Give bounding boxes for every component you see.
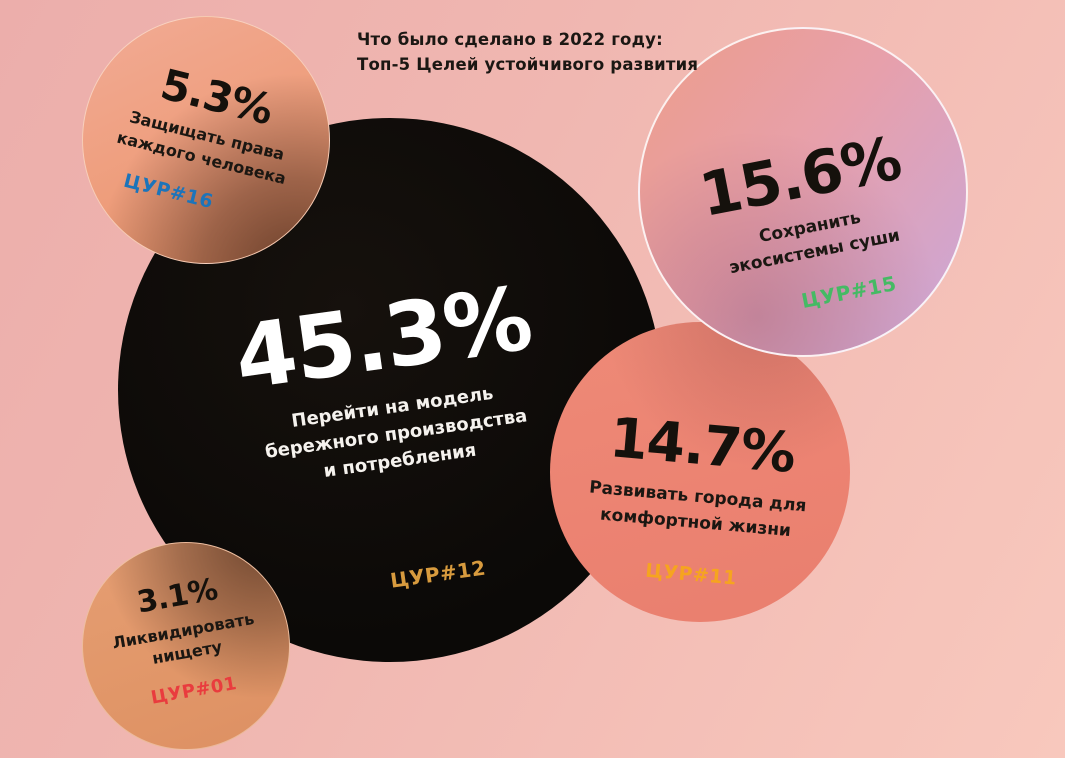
percent-value-sdg11: 14.7% — [607, 405, 798, 486]
percent-value-sdg01: 3.1% — [134, 572, 221, 621]
goal-tag-sdg15: ЦУР#15 — [799, 271, 899, 314]
goal-description-sdg01: Ликвидировать нищету — [110, 608, 256, 669]
goal-tag-sdg11: ЦУР#11 — [644, 559, 738, 590]
bubble-sdg01: 3.1% Ликвидировать нищету ЦУР#01 — [82, 542, 290, 750]
bubble-sdg01-content: 3.1% Ликвидировать нищету ЦУР#01 — [67, 527, 306, 758]
goal-tag-sdg16: ЦУР#16 — [121, 170, 216, 214]
goal-tag-sdg01: ЦУР#01 — [149, 672, 239, 709]
goal-tag-sdg12: ЦУР#12 — [388, 555, 488, 593]
bubble-sdg16: 5.3% Защищать права каждого человека ЦУР… — [82, 16, 330, 264]
page-title: Что было сделано в 2022 году: Топ-5 Целе… — [357, 30, 699, 74]
goal-description-sdg11: Развивать города для комфортной жизни — [588, 477, 808, 541]
